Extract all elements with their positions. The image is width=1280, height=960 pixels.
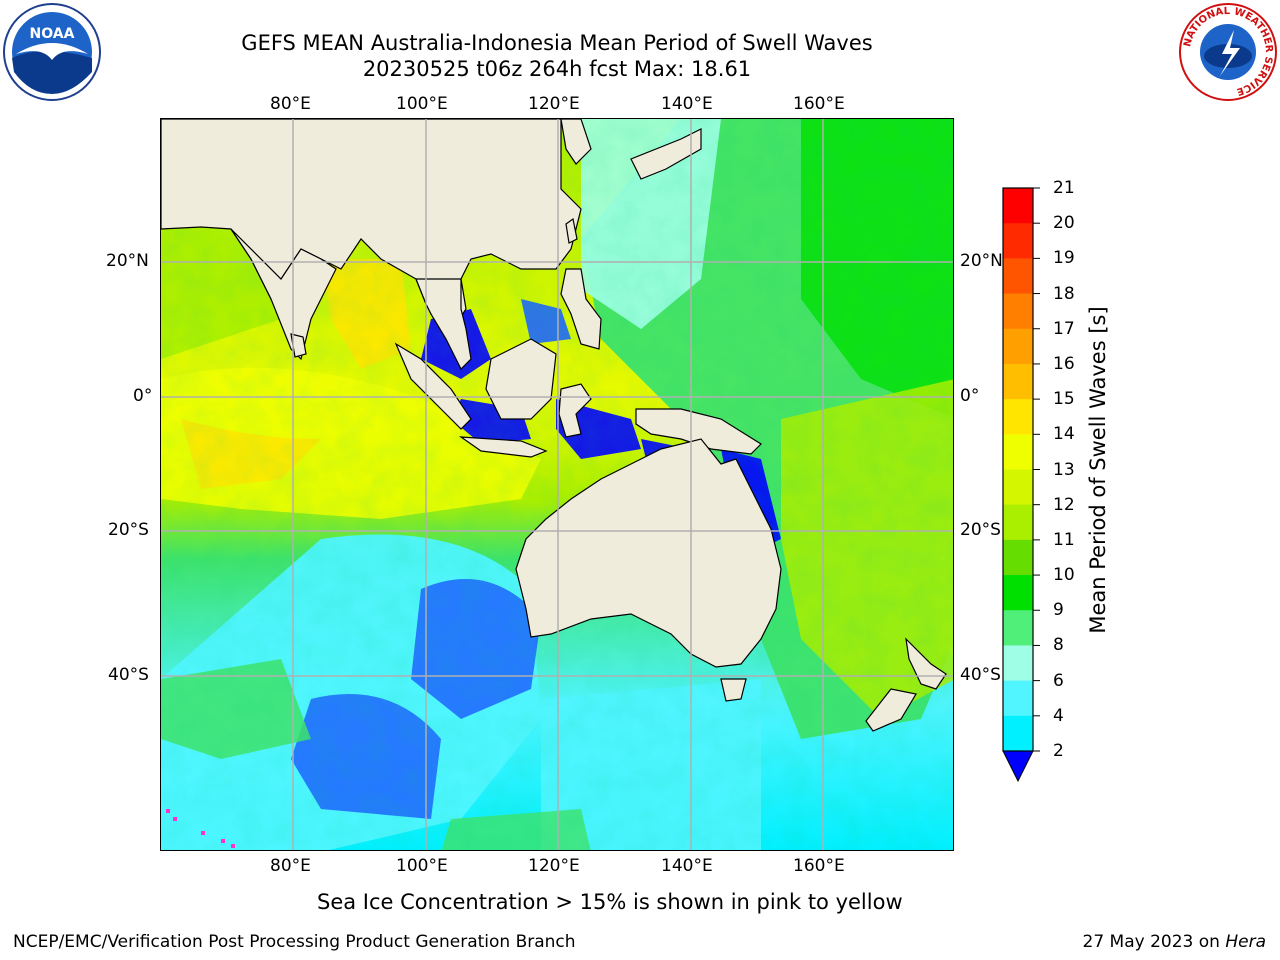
- colorbar-band: [1003, 575, 1033, 611]
- colorbar-band: [1003, 610, 1033, 646]
- colorbar-band: [1003, 645, 1033, 682]
- colorbar-band: [1003, 363, 1033, 400]
- land-new-zealand-south: [865, 688, 917, 732]
- lat-tick-left-40s: 40°S: [108, 665, 149, 685]
- land-japan: [630, 128, 702, 180]
- footer-date: 27 May 2023 on Hera: [1083, 932, 1267, 952]
- lon-tick-bottom-80e: 80°E: [270, 856, 311, 876]
- colorbar-tick-label: 8: [1053, 635, 1064, 656]
- land-australia: [515, 438, 782, 668]
- colorbar-tick-label: 16: [1053, 353, 1075, 374]
- sea-ice-marks: [166, 809, 235, 848]
- lon-tick-bottom-100e: 100°E: [396, 856, 448, 876]
- land-korea: [560, 119, 592, 165]
- lat-tick-right-40s: 40°S: [960, 665, 1001, 685]
- colorbar-band: [1003, 680, 1033, 717]
- colorbar: [1002, 187, 1040, 783]
- colorbar-tick-label: 15: [1053, 389, 1075, 410]
- lat-tick-left-20s: 20°S: [108, 520, 149, 540]
- colorbar-tick-label: 2: [1053, 741, 1064, 761]
- colorbar-tick-label: 14: [1053, 424, 1075, 445]
- colorbar-tick-label: 4: [1053, 705, 1064, 726]
- swell-period-map: [161, 119, 953, 850]
- noaa-logo: NOAA: [3, 3, 101, 101]
- colorbar-band: [1003, 469, 1033, 506]
- lon-tick-bottom-140e: 140°E: [661, 856, 713, 876]
- colorbar-tick-label: 19: [1053, 248, 1075, 269]
- colorbar-tick-label: 9: [1053, 600, 1064, 621]
- colorbar-band: [1003, 715, 1033, 752]
- colorbar-band: [1003, 539, 1033, 576]
- colorbar-tick-label: 10: [1053, 565, 1075, 586]
- colorbar-tick-label: 17: [1053, 318, 1075, 339]
- chart-subtitle: 20230525 t06z 264h fcst Max: 18.61: [362, 57, 752, 81]
- lon-tick-top-140e: 140°E: [661, 94, 713, 114]
- lat-tick-left-20n: 20°N: [106, 251, 149, 271]
- footer-date-text: 27 May 2023 on: [1082, 932, 1220, 952]
- colorbar-tick-label: 6: [1053, 670, 1064, 691]
- colorbar-band: [1003, 399, 1033, 435]
- lon-tick-top-160e: 160°E: [793, 94, 845, 114]
- colorbar-bands: [1003, 188, 1033, 752]
- lat-tick-right-0: 0°: [960, 386, 980, 406]
- colorbar-tick-label: 20: [1053, 213, 1075, 234]
- lat-tick-right-20n: 20°N: [960, 251, 1003, 271]
- land-malay-peninsula: [415, 278, 472, 371]
- sea-ice-note: Sea Ice Concentration > 15% is shown in …: [317, 890, 903, 914]
- lon-tick-bottom-120e: 120°E: [528, 856, 580, 876]
- lat-tick-left-0: 0°: [133, 386, 153, 406]
- land-java: [458, 436, 548, 458]
- map-gridlines: [161, 119, 953, 850]
- colorbar-tick-label: 11: [1053, 529, 1075, 550]
- colorbar-tick-label: 18: [1053, 283, 1075, 304]
- map-panel: [160, 118, 954, 851]
- colorbar-tick-label: 21: [1053, 178, 1075, 198]
- land-philippines: [560, 268, 602, 350]
- colorbar-extend-arrow: [1002, 750, 1034, 783]
- noaa-logo-text: NOAA: [30, 26, 75, 42]
- land-borneo: [485, 338, 557, 420]
- colorbar-band: [1003, 434, 1033, 470]
- colorbar-tick-label: 13: [1053, 459, 1075, 480]
- colorbar-band: [1003, 293, 1033, 330]
- colorbar-tickmarks: [1033, 187, 1040, 752]
- lon-tick-top-120e: 120°E: [528, 94, 580, 114]
- lat-tick-right-20s: 20°S: [960, 520, 1001, 540]
- chart-title: GEFS MEAN Australia-Indonesia Mean Perio…: [241, 31, 873, 55]
- lon-tick-top-100e: 100°E: [396, 94, 448, 114]
- nws-logo: NATIONAL WEATHER SERVICE: [1179, 3, 1277, 101]
- colorbar-band: [1003, 188, 1033, 224]
- footer-organization: NCEP/EMC/Verification Post Processing Pr…: [13, 932, 576, 952]
- footer-machine: Hera: [1225, 932, 1266, 952]
- land-taiwan: [565, 217, 578, 244]
- colorbar-band: [1003, 504, 1033, 541]
- land-tasmania: [720, 678, 747, 702]
- colorbar-label: Mean Period of Swell Waves [s]: [1086, 306, 1110, 634]
- lon-tick-top-80e: 80°E: [270, 94, 311, 114]
- colorbar-band: [1003, 258, 1033, 295]
- land-new-guinea: [635, 408, 762, 455]
- lon-tick-bottom-160e: 160°E: [793, 856, 845, 876]
- colorbar-tick-label: 12: [1053, 494, 1075, 515]
- colorbar-band: [1003, 328, 1033, 365]
- colorbar-band: [1003, 223, 1033, 259]
